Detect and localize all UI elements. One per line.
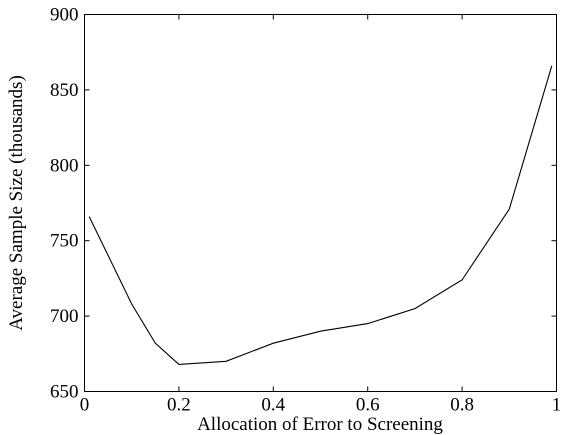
y-tick-label: 650 [50,382,79,403]
series-line [88,65,553,365]
x-tick-label: 0.2 [167,395,191,416]
axis-ticks [84,14,557,392]
y-tick-label: 900 [50,5,79,26]
y-tick-label: 850 [50,80,79,101]
x-tick-label: 0.6 [356,395,380,416]
x-tick-label: 0.4 [261,395,285,416]
plot-frame [84,14,557,392]
y-tick-label: 700 [50,306,79,327]
y-tick-label: 800 [50,155,79,176]
x-tick-label: 0.8 [450,395,474,416]
y-tick-labels: 650 700 750 800 850 900 [50,5,79,403]
x-tick-label: 0 [80,395,90,416]
y-tick-label: 750 [50,231,79,252]
x-tick-label: 1 [552,395,562,416]
y-axis-label: Average Sample Size (thousands) [6,75,27,331]
x-tick-labels: 0 0.2 0.4 0.6 0.8 1 [80,395,562,416]
x-axis-label: Allocation of Error to Screening [197,414,443,435]
series-group [88,65,553,365]
